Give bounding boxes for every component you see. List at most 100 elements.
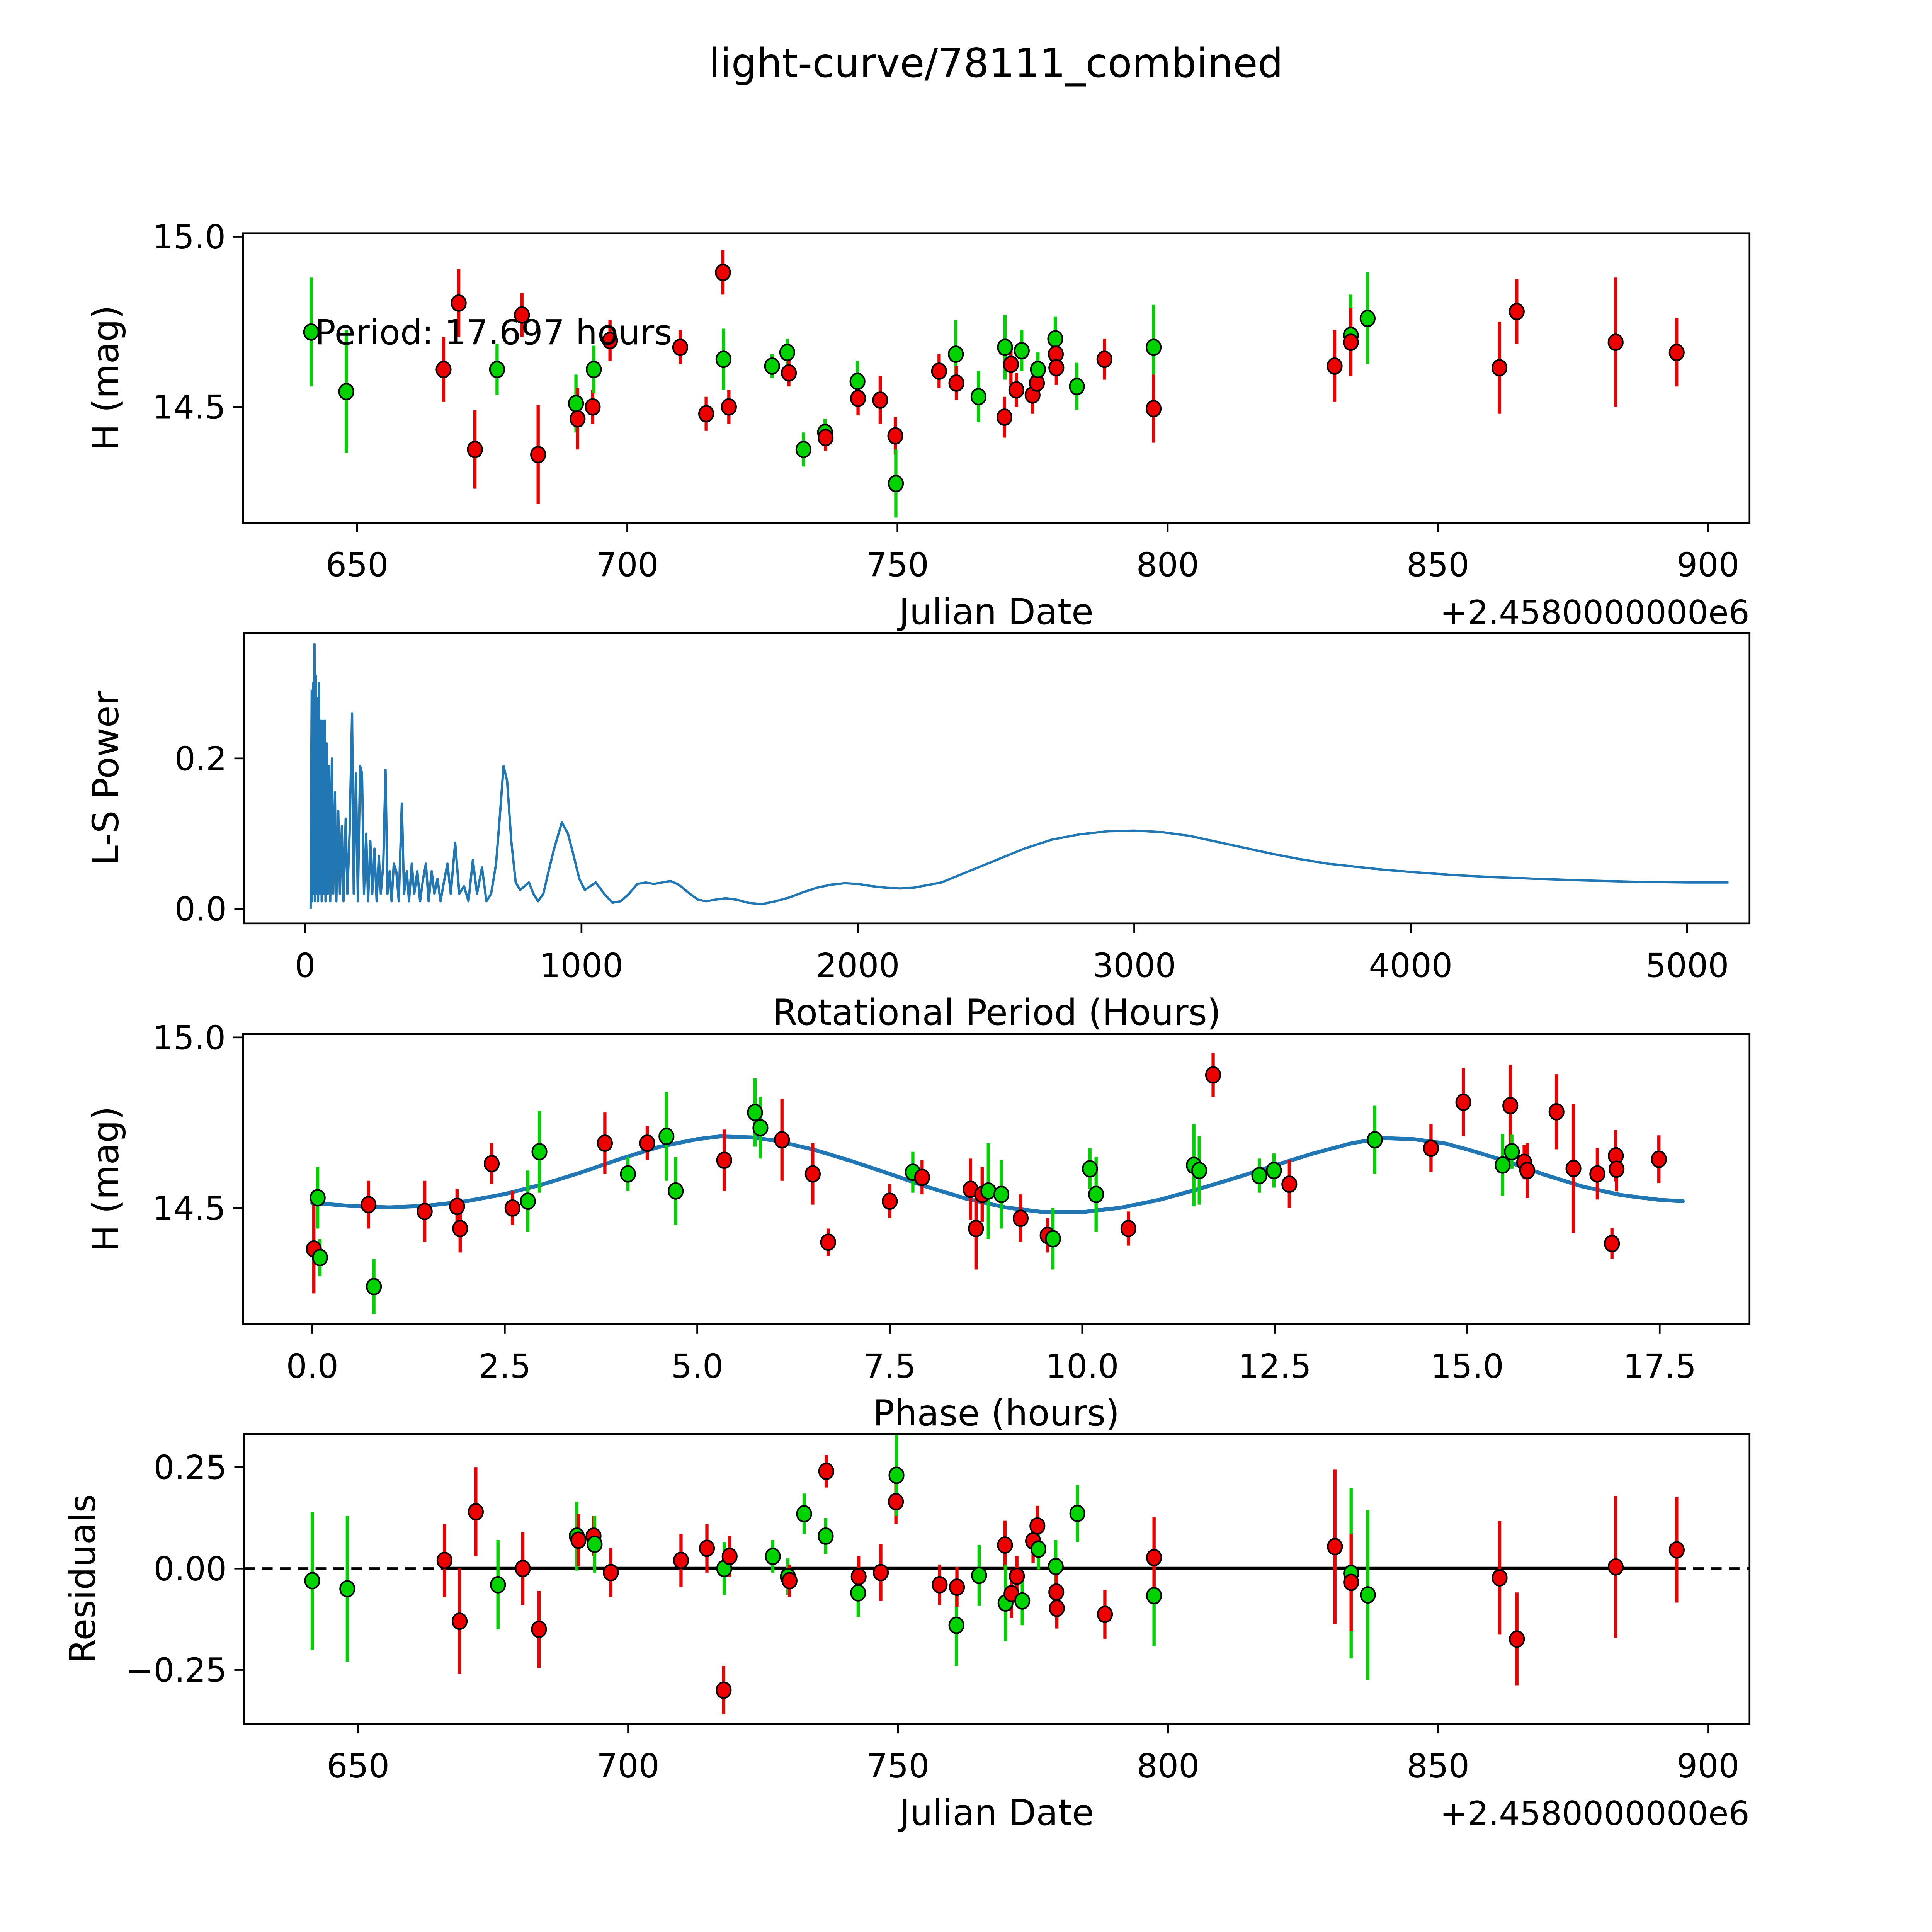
y-tick-label: 0.2	[175, 740, 227, 778]
axes-frame	[242, 1033, 1751, 1325]
periodogram-curve	[309, 643, 1729, 909]
green-data-point	[1495, 1156, 1511, 1174]
red-data-point	[449, 1197, 465, 1215]
red-data-point	[602, 332, 618, 349]
green-data-point	[489, 361, 505, 378]
red-data-point	[698, 405, 714, 423]
red-data-point	[1589, 1165, 1605, 1183]
x-tick-label: 850	[1406, 1747, 1469, 1786]
red-data-point	[1097, 1605, 1113, 1623]
red-data-point	[514, 306, 530, 324]
green-data-point	[1014, 1592, 1031, 1610]
red-data-point	[850, 1568, 867, 1585]
panel-jd-lightcurve: Period: 17.697 hours 650 700 750 800 850 900 15…	[85, 218, 1751, 633]
y-tick-label: 14.5	[153, 389, 226, 427]
residuals-points	[304, 1435, 1685, 1714]
x-tick-label: 0	[294, 947, 315, 985]
red-data-point	[585, 398, 601, 416]
x-tick-label: 3000	[1092, 947, 1176, 985]
y-tick-label: −0.25	[126, 1651, 227, 1690]
x-tick-label: 5.0	[671, 1348, 723, 1386]
green-data-point	[1367, 1131, 1383, 1149]
green-data-point	[850, 1584, 866, 1602]
red-data-point	[818, 1463, 834, 1480]
red-data-point	[530, 446, 546, 463]
red-data-point	[1343, 333, 1359, 351]
green-data-point	[1030, 361, 1046, 378]
green-data-point	[1069, 1505, 1085, 1522]
red-data-point	[948, 374, 964, 392]
red-data-point	[1609, 1160, 1625, 1178]
green-data-point	[1251, 1167, 1267, 1185]
red-data-point	[1491, 359, 1508, 377]
green-data-point	[531, 1143, 548, 1161]
green-data-point	[715, 350, 731, 368]
red-data-point	[1003, 355, 1019, 373]
green-data-point	[366, 1278, 382, 1296]
x-tick-label: 800	[1137, 1747, 1200, 1786]
red-data-point	[1607, 333, 1624, 351]
red-data-point	[1519, 1162, 1536, 1179]
green-data-point	[1048, 1558, 1064, 1575]
red-data-point	[436, 1551, 452, 1569]
red-data-point	[721, 398, 737, 416]
green-data-point	[1266, 1162, 1282, 1179]
green-data-point	[796, 1505, 812, 1523]
green-data-point	[948, 1616, 964, 1634]
green-data-point	[997, 338, 1013, 356]
red-data-point	[931, 362, 947, 380]
red-data-point	[603, 1564, 619, 1582]
x-tick-label: 700	[597, 1747, 660, 1786]
green-data-point	[752, 1119, 769, 1137]
green-data-point	[971, 1566, 987, 1584]
red-data-point	[1146, 1549, 1162, 1566]
x-axis-offset: +2.4580000000e6	[1440, 594, 1750, 632]
phased-lightcurve-points	[306, 1053, 1667, 1314]
green-data-point	[980, 1182, 997, 1200]
red-data-point	[997, 1536, 1013, 1554]
red-data-point	[850, 389, 866, 407]
green-data-point	[338, 383, 354, 400]
x-tick-label: 750	[867, 1747, 930, 1786]
red-data-point	[570, 1531, 587, 1549]
red-data-point	[1502, 1097, 1519, 1114]
green-data-point	[1047, 330, 1063, 348]
red-data-point	[1120, 1220, 1136, 1237]
jd-lightcurve-points	[303, 250, 1685, 518]
panel-residuals: 650 700 750 800 850 900 0.25 0.00 −0.25 Julian Da…	[61, 1433, 1751, 1833]
x-tick-label: 1000	[539, 947, 623, 985]
x-tick-label: 900	[1677, 546, 1740, 585]
red-data-point	[515, 1560, 531, 1577]
red-data-point	[1096, 350, 1112, 368]
y-tick-label: 0.25	[153, 1449, 227, 1487]
x-tick-label: 12.5	[1238, 1348, 1311, 1386]
red-data-point	[699, 1539, 715, 1557]
x-tick-label: 650	[326, 546, 389, 585]
x-tick-label: 17.5	[1623, 1348, 1696, 1386]
red-data-point	[1049, 1599, 1065, 1617]
y-tick-label: 15.0	[153, 1019, 226, 1057]
x-axis-label: Rotational Period (Hours)	[772, 992, 1221, 1033]
green-data-point	[303, 323, 319, 341]
green-data-point	[948, 345, 964, 363]
red-data-point	[804, 1165, 821, 1183]
green-data-point	[1145, 338, 1162, 356]
red-data-point	[949, 1578, 965, 1596]
x-tick-label: 850	[1406, 546, 1469, 585]
red-data-point	[872, 1564, 889, 1582]
red-data-point	[467, 440, 483, 458]
red-data-point	[435, 361, 452, 378]
green-data-point	[658, 1128, 675, 1145]
red-data-point	[1009, 1567, 1025, 1585]
green-data-point	[620, 1165, 636, 1183]
red-data-point	[1565, 1160, 1582, 1177]
red-data-point	[872, 391, 888, 409]
red-data-point	[451, 294, 467, 312]
red-data-point	[1651, 1150, 1667, 1168]
red-data-point	[451, 1612, 468, 1630]
green-data-point	[568, 395, 584, 412]
green-data-point	[1191, 1162, 1208, 1179]
red-data-point	[932, 1576, 948, 1594]
green-data-point	[1088, 1185, 1104, 1203]
green-data-point	[818, 1527, 834, 1545]
